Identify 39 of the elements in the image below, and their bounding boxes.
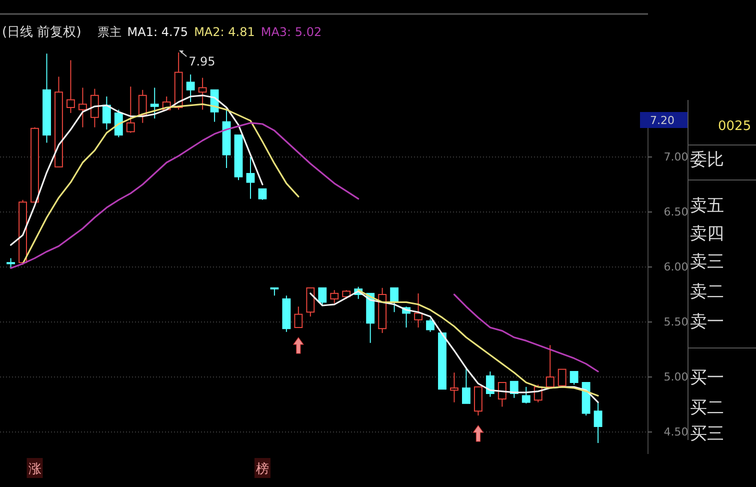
y-tick-label: 7.00 xyxy=(664,150,688,164)
candlestick xyxy=(42,53,51,144)
candlestick xyxy=(186,74,195,102)
text: 卖二 xyxy=(690,282,724,302)
text: 涨 xyxy=(28,462,42,477)
candlestick xyxy=(222,109,231,168)
text: 买三 xyxy=(690,424,724,444)
text: 卖三 xyxy=(690,252,724,272)
candlestick xyxy=(246,156,255,200)
candlestick xyxy=(102,96,111,130)
y-tick-label: 6.00 xyxy=(664,260,688,274)
candlestick xyxy=(78,87,87,128)
text: 卖四 xyxy=(690,224,724,244)
text: 委比 xyxy=(690,150,724,170)
text: 榜 xyxy=(256,462,269,477)
candlestick xyxy=(450,372,458,403)
text: (日线 前复权) xyxy=(2,25,82,40)
y-tick-label: 5.00 xyxy=(664,370,688,384)
text: 卖一 xyxy=(690,312,724,332)
candlestick xyxy=(66,60,75,114)
candlestick xyxy=(414,292,422,328)
text: MA2: 4.81 xyxy=(194,25,255,39)
candlestick xyxy=(282,295,291,332)
text: MA3: 5.02 xyxy=(260,25,322,39)
annotation: 7.95 xyxy=(188,54,216,68)
candlestick xyxy=(198,77,207,110)
y-tick-label: 4.50 xyxy=(664,426,688,438)
text: 买二 xyxy=(690,398,724,418)
text: 7.20 xyxy=(650,114,674,127)
candlestick xyxy=(90,88,99,128)
y-tick-label: 5.50 xyxy=(664,316,688,328)
text: 卖五 xyxy=(690,196,724,216)
text: MA1: 4.75 xyxy=(127,25,188,39)
annotation: 票主 xyxy=(97,25,122,39)
candlestick xyxy=(150,87,159,119)
text: 0025 xyxy=(718,119,752,134)
y-tick-label: 6.50 xyxy=(664,206,688,218)
candlestick xyxy=(126,86,135,134)
text: 买一 xyxy=(690,368,724,388)
